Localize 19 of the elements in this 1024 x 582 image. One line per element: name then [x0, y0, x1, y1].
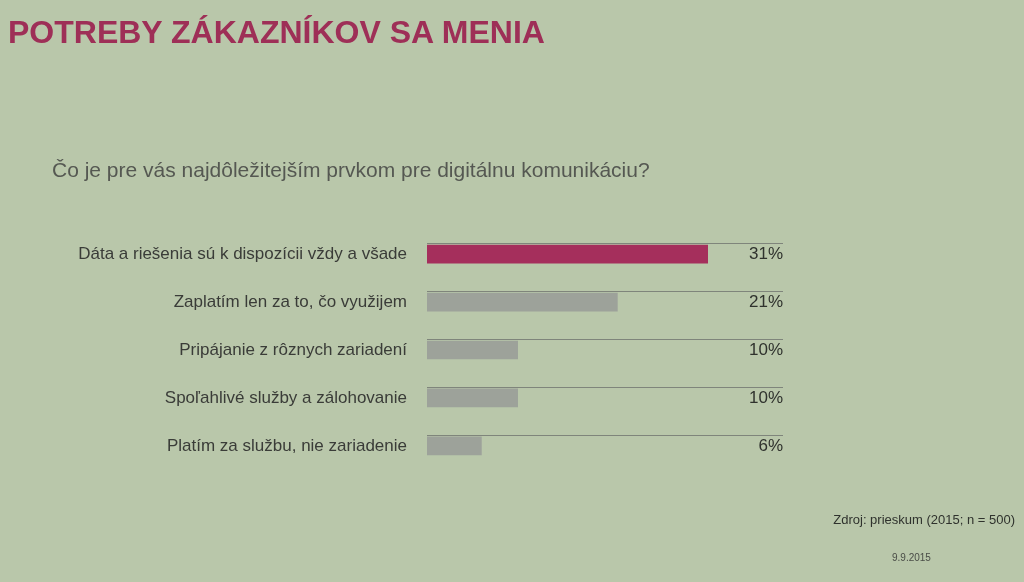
- data-label: 10%: [748, 339, 783, 359]
- data-label: 21%: [748, 291, 783, 311]
- y-tick-label: Zaplatím len za to, čo využijem: [173, 291, 407, 311]
- data-label: 6%: [758, 435, 783, 455]
- data-label: 31%: [748, 243, 783, 263]
- y-tick-label: Platím za službu, nie zariadenie: [166, 435, 407, 455]
- data-label: 10%: [748, 387, 783, 407]
- bar: [427, 244, 708, 264]
- chart-subtitle: Čo je pre vás najdôležitejším prvkom pre digitálnu komunikáciu?: [52, 158, 650, 182]
- bar: [427, 388, 518, 408]
- bar: [427, 436, 482, 456]
- chart-title: POTREBY ZÁKAZNÍKOV SA MENIA: [8, 14, 545, 51]
- bar: [427, 292, 618, 312]
- y-tick-label: Pripájanie z rôznych zariadení: [179, 339, 408, 359]
- text: 9.9.2015: [892, 552, 931, 563]
- text: Zdroj: prieskum (2015; n = 500): [833, 512, 1015, 527]
- y-tick-label: Spoľahlivé služby a zálohovanie: [164, 387, 407, 407]
- y-tick-label: Dáta a riešenia sú k dispozícii vždy a všade: [78, 243, 407, 263]
- bar: [427, 340, 518, 360]
